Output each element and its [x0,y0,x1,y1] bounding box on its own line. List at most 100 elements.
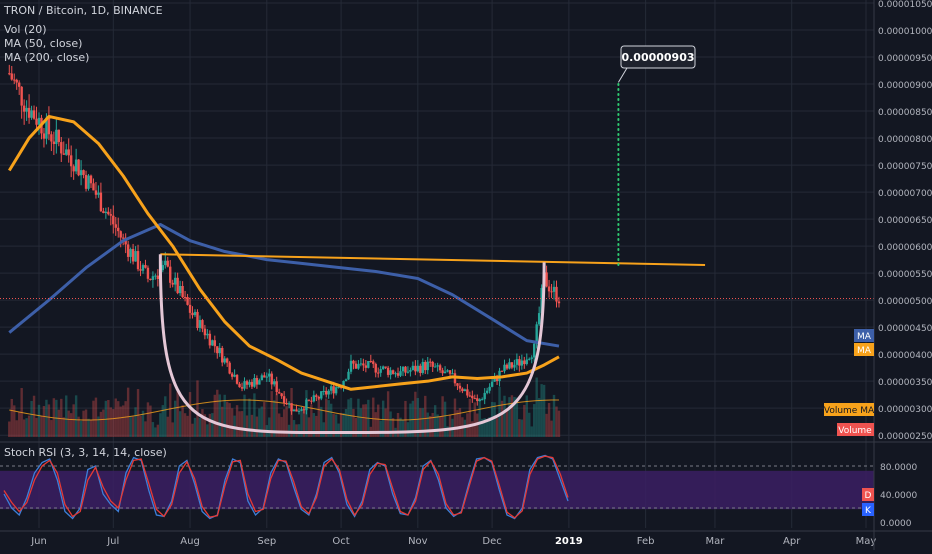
candle-body [344,379,348,381]
volume-bar [443,401,447,437]
candle-body [409,370,412,372]
candle-body [362,363,365,366]
volume-bar [144,421,147,437]
candle-body [99,192,103,212]
candle-body [136,251,140,270]
candle-body [359,363,363,365]
candle-body [166,260,169,267]
target-annotation[interactable]: 0.00000903 [620,45,696,69]
time-tick-label: Mar [706,536,726,547]
volume-bar [535,377,538,437]
volume-bar [349,397,353,437]
volume-bar [50,420,53,437]
volume-bar [322,422,325,437]
rsi-d-badge[interactable]: D [862,488,874,501]
volume-bar [102,409,105,437]
volume-bar [528,412,531,437]
volume-bar [240,411,244,437]
indicator-lines [8,114,560,391]
volume-bar [391,418,395,437]
volume-bar [374,412,377,437]
ma-badge-2[interactable]: MA [854,343,874,356]
volume-bar [87,418,90,437]
candle-body [485,390,489,393]
volume-bar [327,400,330,437]
volume-bar [245,415,249,437]
volume-bar [438,416,442,437]
volume-bar [471,421,474,437]
volume-bar [533,404,536,437]
candle-body [206,333,209,336]
volume-bar [337,423,340,437]
candle-body [94,190,98,195]
candle-body [114,224,117,228]
volume-bar [181,405,184,437]
volume-bar [552,394,556,437]
volume-bar [94,397,98,437]
candle-body [525,359,528,365]
price-tick-label: 0.00000450 [878,324,932,334]
candle-body [419,365,422,373]
candle-body [555,286,558,302]
volume-bar [196,380,199,437]
stoch-rsi-label[interactable]: Stoch RSI (3, 3, 14, 14, close) [4,446,167,459]
volume-bar [520,419,524,437]
candle-body [557,301,561,304]
candle-body [60,142,63,154]
candle-body [280,393,283,397]
candle-body [523,360,526,365]
volume-bar [540,384,543,437]
volume-bar [206,424,209,437]
candle-body [282,396,286,404]
candle-body [270,373,273,385]
volume-bar [364,404,368,437]
indicator-ma200[interactable]: MA (200, close) [4,51,89,64]
volume-bar [523,404,526,437]
candle-body [342,380,345,388]
candle-body [327,390,330,395]
indicator-ma50[interactable]: MA (50, close) [4,37,82,50]
volume-badge[interactable]: Volume [837,423,874,436]
rsi-k-badge[interactable]: K [862,503,874,516]
ma-badge-1[interactable]: MA [854,329,874,342]
candle-body [253,377,256,387]
volume-ma-badge[interactable]: Volume MA [824,403,875,416]
candle-body [302,409,306,411]
time-tick-label: Apr [783,536,801,547]
volume-bar [389,411,392,437]
candle-body [139,269,142,271]
candle-body [500,370,504,372]
candle-body [221,347,224,363]
candle-body [134,251,137,262]
candle-body [17,82,21,87]
volume-bar [62,417,65,437]
volume-bar [404,400,407,437]
volume-bar [302,406,306,437]
time-tick-label: 2019 [555,536,583,547]
volume-bar [386,391,390,437]
candle-body [67,149,70,156]
volume-bar [114,398,117,437]
candle-body [446,370,449,372]
volume-bar [82,410,85,437]
candle-body [263,375,266,378]
annotations [0,67,874,435]
volume-bar [151,422,155,437]
volume-bar [280,417,283,437]
candle-body [545,272,548,287]
volume-bar [57,409,61,437]
candle-body [297,410,301,412]
candle-body [473,398,476,400]
volume-bar [176,391,179,437]
indicator-vol[interactable]: Vol (20) [4,23,47,36]
candle-body [374,363,377,373]
volume-bar [45,399,48,437]
price-tick-label: 0.00000550 [878,270,932,280]
candle-body [381,366,385,370]
price-tick-label: 0.00000750 [878,162,932,172]
volume-bar [463,419,467,437]
volume-bar [310,404,313,437]
volume-bar [273,400,276,437]
